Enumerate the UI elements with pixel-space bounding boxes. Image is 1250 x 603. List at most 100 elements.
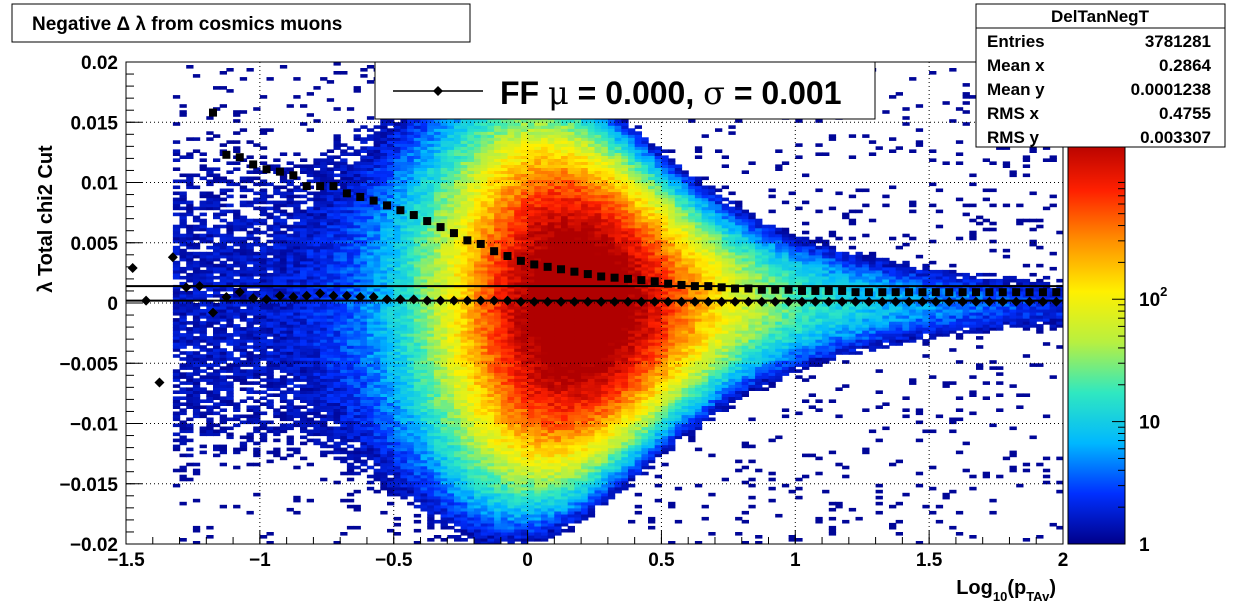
heatmap-cell — [360, 351, 368, 355]
heatmap-cell — [206, 342, 214, 346]
heatmap-cell — [454, 254, 462, 259]
heatmap-cell — [353, 167, 361, 171]
heatmap-cell — [413, 384, 422, 388]
heatmap-cell — [239, 318, 248, 322]
heatmap-cell — [407, 131, 415, 135]
heatmap-cell — [213, 339, 221, 343]
heatmap-cell — [460, 399, 468, 403]
heatmap-cell — [206, 423, 214, 428]
heatmap-cell — [480, 182, 488, 187]
heatmap-cell — [333, 254, 341, 259]
heatmap-cell — [239, 447, 248, 452]
heatmap-cell — [239, 381, 248, 385]
heatmap-cell — [172, 369, 181, 373]
heatmap-cell — [320, 248, 328, 253]
heatmap-cell — [420, 315, 428, 319]
heatmap-cell — [300, 324, 308, 328]
heatmap-cell — [460, 146, 468, 150]
heatmap-cell — [454, 170, 462, 174]
heatmap-cell — [273, 287, 281, 292]
heatmap-cell — [427, 510, 435, 515]
heatmap-cell — [192, 399, 201, 403]
heatmap-cell — [400, 227, 408, 232]
heatmap-cell — [306, 321, 314, 325]
heatmap-cell — [433, 486, 442, 491]
heatmap-cell — [387, 251, 395, 256]
heatmap-cell — [320, 239, 328, 244]
heatmap-cell — [326, 351, 335, 355]
heatmap-cell — [420, 128, 428, 132]
heatmap-cell — [427, 309, 435, 313]
heatmap-cell — [454, 456, 462, 461]
heatmap-cell — [454, 155, 462, 159]
heatmap-cell — [219, 414, 227, 419]
heatmap-cell — [487, 339, 495, 343]
heatmap-cell — [219, 233, 227, 238]
heatmap-cell — [420, 143, 428, 147]
heatmap-cell — [326, 429, 335, 434]
heatmap-cell — [400, 161, 408, 165]
heatmap-cell — [373, 450, 381, 455]
heatmap-cell — [387, 429, 395, 434]
heatmap-cell — [474, 483, 482, 488]
heatmap-cell — [413, 236, 422, 241]
heatmap-cell — [407, 489, 415, 494]
heatmap-cell — [387, 239, 395, 244]
heatmap-cell — [360, 227, 368, 232]
heatmap-cell — [407, 303, 415, 307]
heatmap-cell — [380, 450, 388, 455]
heatmap-cell — [387, 351, 395, 355]
heatmap-cell — [440, 387, 448, 391]
heatmap-cell — [400, 306, 408, 310]
heatmap-cell — [219, 239, 227, 244]
heatmap-cell — [460, 215, 468, 220]
heatmap-cell — [340, 161, 348, 165]
heatmap-cell — [413, 378, 422, 382]
heatmap-cell — [293, 423, 301, 428]
heatmap-cell — [460, 381, 468, 385]
heatmap-cell — [480, 203, 488, 208]
heatmap-cell — [433, 290, 442, 295]
heatmap-cell — [320, 206, 328, 211]
heatmap-cell — [487, 489, 495, 494]
heatmap-cell — [454, 251, 462, 256]
heatmap-cell — [326, 390, 335, 394]
heatmap-cell — [373, 134, 381, 138]
heatmap-cell — [380, 164, 388, 168]
heatmap-cell — [286, 191, 294, 196]
heatmap-cell — [199, 450, 207, 455]
heatmap-cell — [413, 194, 422, 199]
heatmap-cell — [413, 312, 422, 316]
heatmap-cell — [380, 375, 388, 379]
heatmap-cell — [286, 381, 294, 385]
heatmap-cell — [239, 278, 248, 283]
heatmap-cell — [380, 456, 388, 461]
heatmap-cell — [427, 266, 435, 271]
heatmap-cell — [474, 411, 482, 416]
heatmap-cell — [233, 278, 241, 283]
heatmap-cell — [300, 396, 308, 400]
heatmap-cell — [474, 528, 482, 533]
heatmap-cell — [373, 227, 381, 232]
heatmap-cell — [447, 498, 455, 503]
heatmap-cell — [407, 188, 415, 193]
heatmap-cell — [380, 414, 388, 419]
heatmap-cell — [213, 230, 221, 235]
heatmap-cell — [387, 218, 395, 223]
heatmap-cell — [259, 396, 268, 400]
heatmap-cell — [213, 176, 221, 181]
heatmap-cell — [192, 321, 201, 325]
heatmap-cell — [480, 306, 488, 310]
heatmap-cell — [400, 155, 408, 159]
heatmap-cell — [286, 366, 294, 370]
heatmap-cell — [380, 408, 388, 412]
heatmap-cell — [440, 408, 448, 412]
heatmap-cell — [192, 233, 201, 238]
heatmap-cell — [206, 405, 214, 409]
heatmap-cell — [286, 330, 294, 334]
heatmap-cell — [353, 272, 361, 277]
heatmap-cell — [380, 300, 388, 304]
heatmap-cell — [467, 366, 475, 370]
heatmap-cell — [427, 275, 435, 280]
heatmap-cell — [420, 348, 428, 352]
